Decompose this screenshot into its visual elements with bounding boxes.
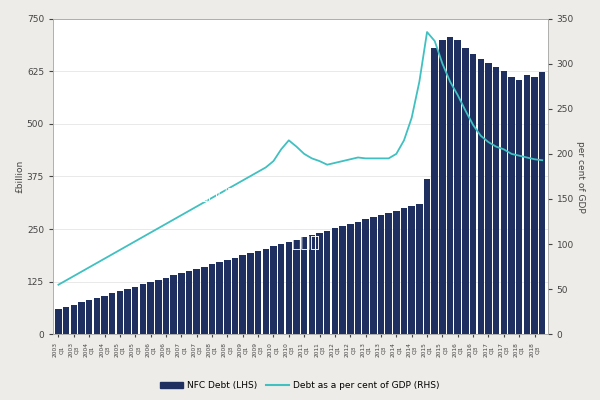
Legend: NFC Debt (LHS), Debt as a per cent of GDP (RHS): NFC Debt (LHS), Debt as a per cent of GD… — [157, 377, 443, 394]
Bar — [539, 72, 545, 334]
Bar — [293, 240, 300, 334]
Bar — [524, 75, 530, 334]
Bar — [278, 244, 284, 334]
Bar — [78, 302, 85, 334]
Bar — [170, 276, 177, 334]
Bar — [94, 298, 100, 334]
Bar — [270, 246, 277, 334]
Bar — [301, 238, 307, 334]
Y-axis label: £billion: £billion — [15, 160, 24, 193]
Bar — [531, 78, 538, 334]
Bar — [485, 63, 492, 334]
Bar — [478, 58, 484, 334]
Bar — [63, 307, 70, 334]
Bar — [224, 260, 230, 334]
Bar — [362, 220, 369, 334]
Bar — [332, 228, 338, 334]
Bar — [462, 48, 469, 334]
Bar — [324, 231, 331, 334]
Bar — [516, 80, 523, 334]
Bar — [186, 271, 192, 334]
Bar — [409, 206, 415, 334]
Bar — [355, 222, 361, 334]
Bar — [508, 77, 515, 334]
Bar — [385, 213, 392, 334]
Bar — [101, 296, 108, 334]
Bar — [454, 40, 461, 334]
Bar — [500, 71, 507, 334]
Bar — [493, 67, 499, 334]
Bar — [209, 264, 215, 334]
Text: 股票配资哪家安全 沪指半日跌0.84%，房地产板: 股票配资哪家安全 沪指半日跌0.84%，房地产板 — [189, 186, 423, 202]
Bar — [424, 178, 430, 334]
Bar — [178, 273, 185, 334]
Bar — [132, 287, 139, 334]
Bar — [86, 300, 92, 334]
Bar — [232, 258, 238, 334]
Bar — [71, 305, 77, 334]
Bar — [55, 309, 62, 334]
Bar — [140, 284, 146, 334]
Bar — [201, 266, 208, 334]
Bar — [393, 210, 400, 334]
Bar — [316, 233, 323, 334]
Bar — [431, 48, 438, 334]
Bar — [416, 204, 422, 334]
Bar — [116, 291, 123, 334]
Bar — [447, 38, 454, 334]
Bar — [401, 208, 407, 334]
Bar — [263, 249, 269, 334]
Text: 块领跌: 块领跌 — [292, 234, 320, 250]
Y-axis label: per cent of GDP: per cent of GDP — [576, 140, 585, 212]
Bar — [148, 282, 154, 334]
Bar — [370, 217, 377, 334]
Bar — [439, 40, 446, 334]
Bar — [109, 294, 115, 334]
Bar — [193, 269, 200, 334]
Bar — [286, 242, 292, 334]
Bar — [308, 235, 315, 334]
Bar — [247, 253, 254, 334]
Bar — [239, 255, 246, 334]
Bar — [155, 280, 161, 334]
Bar — [470, 54, 476, 334]
Bar — [217, 262, 223, 334]
Bar — [340, 226, 346, 334]
Bar — [163, 278, 169, 334]
Bar — [255, 251, 262, 334]
Bar — [378, 215, 384, 334]
Bar — [347, 224, 353, 334]
Bar — [124, 289, 131, 334]
